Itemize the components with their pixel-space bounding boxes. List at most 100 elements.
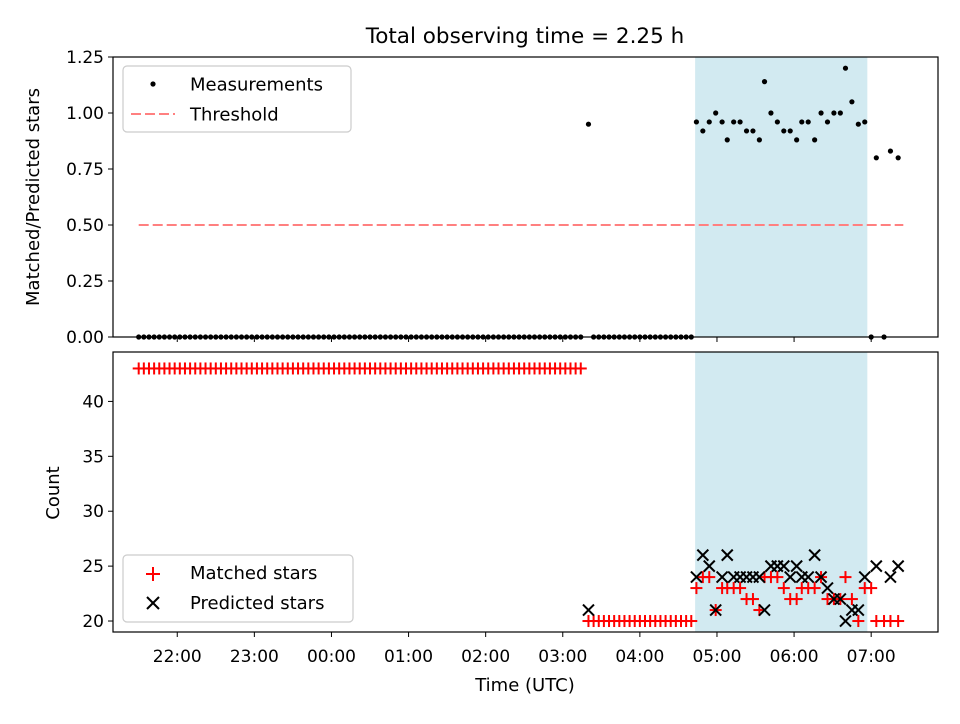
y-tick-label: 35	[82, 447, 104, 467]
predicted-star-marker	[802, 570, 815, 584]
matched-star-marker	[790, 593, 803, 606]
predicted-star-marker	[839, 614, 852, 628]
x-axis-label: Time (UTC)	[474, 675, 575, 696]
matched-star-marker	[574, 362, 587, 375]
y-tick-label: 1.25	[66, 48, 104, 68]
measurement-point	[750, 128, 756, 134]
y-tick-label: 1.00	[66, 104, 104, 124]
measurement-point	[799, 119, 805, 125]
predicted-star-marker	[753, 570, 766, 584]
bottom-legend-box	[122, 554, 354, 623]
predicted-star-marker	[790, 559, 803, 573]
y-tick-label: 20	[82, 612, 104, 632]
x-tick-label: 04:00	[615, 647, 664, 667]
predicted-star-marker	[777, 559, 791, 573]
matched-star-marker	[852, 615, 865, 628]
top-legend: Measurements Threshold	[122, 65, 352, 133]
top-y-axis-label: Matched/Predicted stars	[23, 88, 44, 306]
measurement-point	[761, 79, 768, 85]
measurement-point	[774, 119, 780, 125]
y-tick-label: 40	[82, 392, 104, 412]
matched-star-marker	[690, 582, 703, 595]
top-legend-box	[122, 65, 352, 133]
matched-star-marker	[771, 571, 784, 584]
matched-star-marker	[839, 571, 852, 584]
y-tick-label: 25	[82, 557, 104, 577]
predicted-star-marker	[834, 592, 847, 606]
matched-star-marker	[845, 593, 858, 606]
bottom-legend: Matched stars Predicted stars	[122, 554, 354, 623]
measurement-point	[824, 119, 831, 125]
x-tick-label: 22:00	[153, 647, 202, 667]
measurement-point	[731, 119, 737, 125]
measurement-point	[719, 119, 725, 125]
top-y-axis: 0.00 0.25 0.50 0.75 1.00 1.25	[66, 48, 113, 348]
matched-star-marker	[703, 571, 716, 584]
measurement-point	[837, 110, 843, 116]
measurement-point	[812, 137, 818, 143]
measurement-point	[713, 110, 719, 116]
x-tick-label: 23:00	[230, 647, 279, 667]
x-tick-label: 01:00	[384, 647, 433, 667]
predicted-star-marker	[703, 559, 716, 573]
measurement-point	[693, 119, 700, 125]
measurement-point	[585, 121, 592, 127]
measurement-point	[724, 137, 730, 143]
legend-threshold-label: Threshold	[189, 105, 279, 126]
bottom-y-axis: 20 25 30 35 40	[82, 392, 113, 632]
matched-star-marker	[808, 582, 821, 595]
measurement-point	[743, 128, 750, 134]
measurement-point	[855, 121, 861, 127]
measurement-point	[895, 155, 901, 161]
measurement-point	[831, 110, 837, 116]
measurement-point	[873, 155, 879, 161]
top-x-axis-ticks	[176, 337, 872, 342]
measurement-point	[787, 128, 793, 134]
measurement-point	[756, 137, 762, 143]
measurement-point	[887, 148, 894, 154]
measurement-point	[818, 110, 824, 116]
bottom-y-axis-label: Count	[43, 466, 64, 519]
legend-measurements-label: Measurements	[190, 75, 323, 96]
measurement-point	[805, 119, 811, 125]
predicted-star-marker	[821, 581, 834, 595]
predicted-star-marker	[891, 559, 905, 573]
x-tick-label: 00:00	[307, 647, 356, 667]
top-highlight-band	[695, 57, 868, 337]
predicted-star-markers	[582, 548, 905, 628]
measurement-point	[849, 99, 855, 105]
predicted-star-marker	[709, 603, 722, 617]
legend-matched-marker	[146, 567, 160, 581]
x-tick-label: 02:00	[461, 647, 510, 667]
matched-star-marker	[865, 582, 878, 595]
legend-predicted-label: Predicted stars	[190, 593, 324, 614]
matched-star-marker	[734, 582, 747, 595]
y-tick-label: 0.00	[66, 328, 104, 348]
predicted-star-marker	[814, 570, 828, 584]
predicted-star-marker	[690, 570, 703, 584]
measurement-point	[737, 119, 743, 125]
highlight-band	[695, 352, 868, 632]
x-tick-label: 05:00	[692, 647, 741, 667]
bottom-plot-frame	[112, 351, 939, 633]
predicted-star-marker	[758, 603, 771, 617]
legend-measurements-marker	[150, 81, 156, 87]
predicted-star-marker	[808, 548, 821, 562]
highlight-band	[695, 57, 868, 337]
x-tick-label: 07:00	[847, 647, 896, 667]
matched-star-markers	[132, 362, 905, 628]
predicted-star-marker	[852, 603, 865, 617]
y-tick-label: 0.25	[66, 272, 104, 292]
bottom-x-axis: 22:00 23:00 00:00 01:00 02:00 03:00 04:00 05:00…	[153, 632, 896, 667]
measurement-point	[862, 119, 868, 125]
predicted-star-marker	[696, 548, 710, 562]
measurement-point	[842, 65, 849, 71]
matched-star-marker	[892, 615, 905, 628]
legend-matched-label: Matched stars	[190, 563, 317, 584]
y-tick-label: 30	[82, 502, 104, 522]
predicted-star-marker	[715, 570, 729, 584]
measurement-point	[700, 128, 706, 134]
y-tick-label: 0.75	[66, 160, 104, 180]
